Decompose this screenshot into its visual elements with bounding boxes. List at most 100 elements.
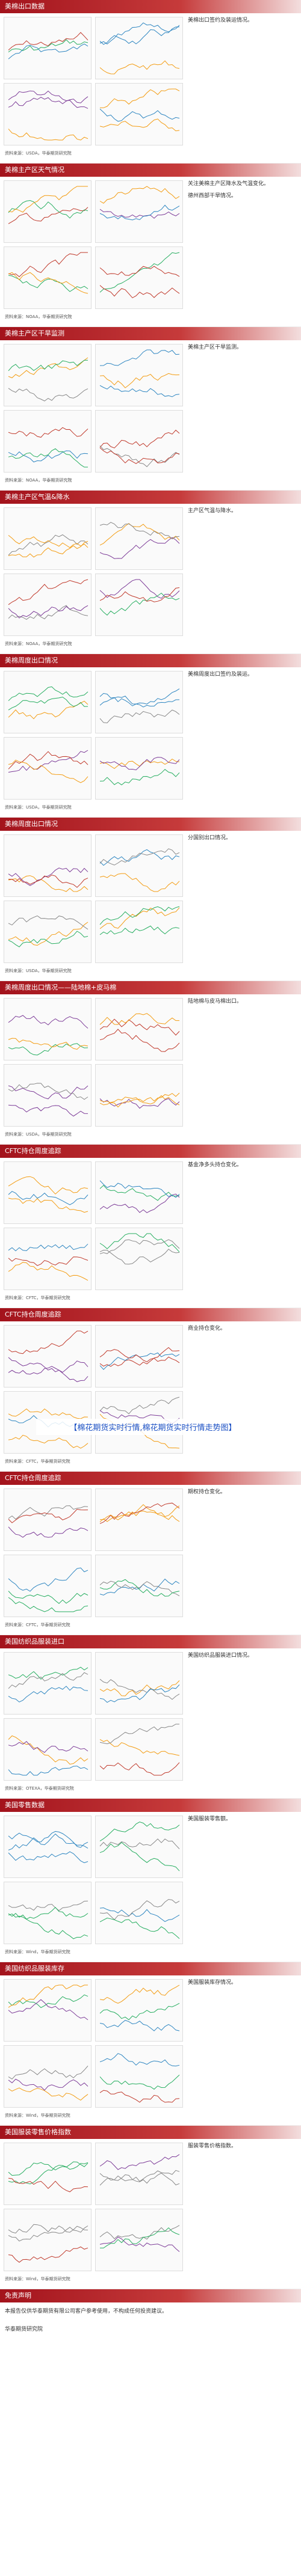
section-body: 美国服装库存情况。 xyxy=(0,1975,301,2113)
source: 资料来源：Wind，华泰期货研究院 xyxy=(5,2277,70,2281)
section-header: 美棉主产区气温&降水 xyxy=(0,491,301,504)
chart-image xyxy=(95,1228,183,1290)
charts xyxy=(4,1488,184,1618)
charts xyxy=(4,507,184,637)
chart-image xyxy=(4,83,92,145)
disclaimer-text: 本报告仅供华泰期货有限公司客户参考使用，不构成任何投资建议。 xyxy=(5,2308,168,2314)
chart-image xyxy=(95,998,183,1060)
charts xyxy=(4,1816,184,1945)
charts xyxy=(4,1979,184,2109)
notes: 美国服装库存情况。 xyxy=(188,1979,297,2109)
source: 资料来源：CFTC，华泰期货研究院 xyxy=(5,1296,70,1300)
section-header: 美国纺织品服装库存 xyxy=(0,1962,301,1975)
chart-image xyxy=(95,507,183,570)
chart-image xyxy=(95,834,183,897)
section: CFTC持仓周度追踪 期权持仓变化。 资料来源：CFTC，华泰期货研究院 xyxy=(0,1472,301,1635)
section: 美国零售数据 美国服装零售额。 资料来源：Wind，华泰期货研究院 xyxy=(0,1799,301,1962)
chart-image xyxy=(4,2209,92,2271)
section-header: 美国纺织品服装进口 xyxy=(0,1635,301,1648)
contact: 华泰期货研究院 xyxy=(5,2327,43,2333)
notes: 分国别出口情况。 xyxy=(188,834,297,964)
section: 美国纺织品服装库存美国服装库存情况。资料来源：Wind，华泰期货研究院 xyxy=(0,1962,301,2126)
charts xyxy=(4,834,184,964)
note: 美棉主产区干旱监测。 xyxy=(188,344,243,350)
section: CFTC持仓周度追踪基金净多头持仓变化。资料来源：CFTC，华泰期货研究院 xyxy=(0,1145,301,1308)
notes: 关注美棉主产区降水及气温变化。 德州西部干旱情况。 xyxy=(188,180,297,310)
section-header: CFTC持仓周度追踪 xyxy=(0,1145,301,1158)
chart-image xyxy=(95,737,183,800)
chart-image xyxy=(95,574,183,636)
charts xyxy=(4,180,184,310)
section-body: 美棉出口签约及装运情况。 xyxy=(0,13,301,150)
chart-image xyxy=(4,834,92,897)
chart-image xyxy=(4,344,92,406)
section: 美棉周度出口情况——陆地棉+皮马棉 陆地棉与皮马棉出口。 资料来源：USDA，华泰期… xyxy=(0,981,301,1145)
chart-image xyxy=(4,671,92,733)
chart-image xyxy=(4,507,92,570)
note: 主产区气温与降水。 xyxy=(188,508,237,514)
chart-image xyxy=(95,410,183,473)
chart-image xyxy=(95,1064,183,1127)
section-header: CFTC持仓周度追踪 xyxy=(0,1308,301,1321)
section-body: 商业持仓变化。 xyxy=(0,1321,301,1458)
chart-image xyxy=(95,1555,183,1617)
notes: 美国服装零售额。 xyxy=(188,1816,297,1945)
section-body: 陆地棉与皮马棉出口。 xyxy=(0,994,301,1131)
section: 美棉主产区干旱监测 美棉主产区干旱监测。 资料来源：NOAA，华泰期货研究院 xyxy=(0,327,301,491)
source: 资料来源：CFTC，华泰期货研究院 xyxy=(5,1623,70,1627)
source: 资料来源：USDA，华泰期货研究院 xyxy=(5,805,72,810)
section-body: 美棉主产区干旱监测。 xyxy=(0,340,301,477)
section-body: 美国纺织品服装进口情况。 xyxy=(0,1648,301,1785)
chart-image xyxy=(4,17,92,79)
note: 期权持仓变化。 xyxy=(188,1489,226,1495)
section: 美棉出口数据 美棉出口签约及装运情况。 资料来源：USDA，华泰期货研究院 xyxy=(0,0,301,164)
chart-image xyxy=(4,1325,92,1387)
chart-image xyxy=(95,2045,183,2108)
section: 美棉主产区天气情况 关注美棉主产区降水及气温变化。 德州西部干旱情况。 资料来源：NO… xyxy=(0,164,301,327)
chart-image xyxy=(4,1161,92,1224)
banner: 【棉花期货实时行情,棉花期货实时行情走势图】 xyxy=(36,1419,270,1435)
section: 美棉周度出口情况 分国别出口情况。 资料来源：USDA，华泰期货研究院 xyxy=(0,818,301,981)
section-body: 美棉周度出口签约及装运。 xyxy=(0,667,301,804)
notes: 服装零售价格指数。 xyxy=(188,2143,297,2272)
sections: 美棉出口数据 美棉出口签约及装运情况。 资料来源：USDA，华泰期货研究院 美棉主产区… xyxy=(0,0,301,2289)
chart-image xyxy=(4,246,92,309)
source: 资料来源：Wind，华泰期货研究院 xyxy=(5,2113,70,2118)
chart-image xyxy=(95,180,183,243)
chart-image xyxy=(95,671,183,733)
section-body: 期权持仓变化。 xyxy=(0,1485,301,1622)
section-body: 基金净多头持仓变化。 xyxy=(0,1158,301,1295)
charts xyxy=(4,344,184,474)
chart-image xyxy=(95,1979,183,2042)
section: 美国纺织品服装进口 美国纺织品服装进口情况。 资料来源：OTEXA，华泰期货研究院 xyxy=(0,1635,301,1799)
chart-image xyxy=(4,998,92,1060)
chart-image xyxy=(4,737,92,800)
charts xyxy=(4,1161,184,1291)
chart-image xyxy=(4,2045,92,2108)
chart-image xyxy=(4,1882,92,1944)
notes: 期权持仓变化。 xyxy=(188,1488,297,1618)
section-body: 服装零售价格指数。 xyxy=(0,2139,301,2276)
chart-image xyxy=(95,17,183,79)
note: 德州西部干旱情况。 xyxy=(188,192,237,199)
source: 资料来源：NOAA，华泰期货研究院 xyxy=(5,641,72,646)
section-header: 美棉周度出口情况 xyxy=(0,818,301,831)
source: 资料来源：OTEXA，华泰期货研究院 xyxy=(5,1786,74,1791)
chart-image xyxy=(4,1064,92,1127)
charts xyxy=(4,998,184,1128)
chart-image xyxy=(95,2143,183,2205)
chart-image xyxy=(4,1228,92,1290)
note: 美国服装库存情况。 xyxy=(188,1980,237,1986)
chart-image xyxy=(4,1555,92,1617)
notes: 基金净多头持仓变化。 xyxy=(188,1161,297,1291)
charts xyxy=(4,17,184,147)
section-body: 分国别出口情况。 xyxy=(0,831,301,968)
note: 美棉出口签约及装运情况。 xyxy=(188,17,253,23)
chart-image xyxy=(4,1718,92,1781)
section-header: 美棉主产区天气情况 xyxy=(0,164,301,177)
chart-image xyxy=(4,2143,92,2205)
notes: 美棉主产区干旱监测。 xyxy=(188,344,297,474)
chart-image xyxy=(4,1979,92,2042)
section: CFTC持仓周度追踪 商业持仓变化。 资料来源：CFTC，华泰期货研究院 xyxy=(0,1308,301,1472)
